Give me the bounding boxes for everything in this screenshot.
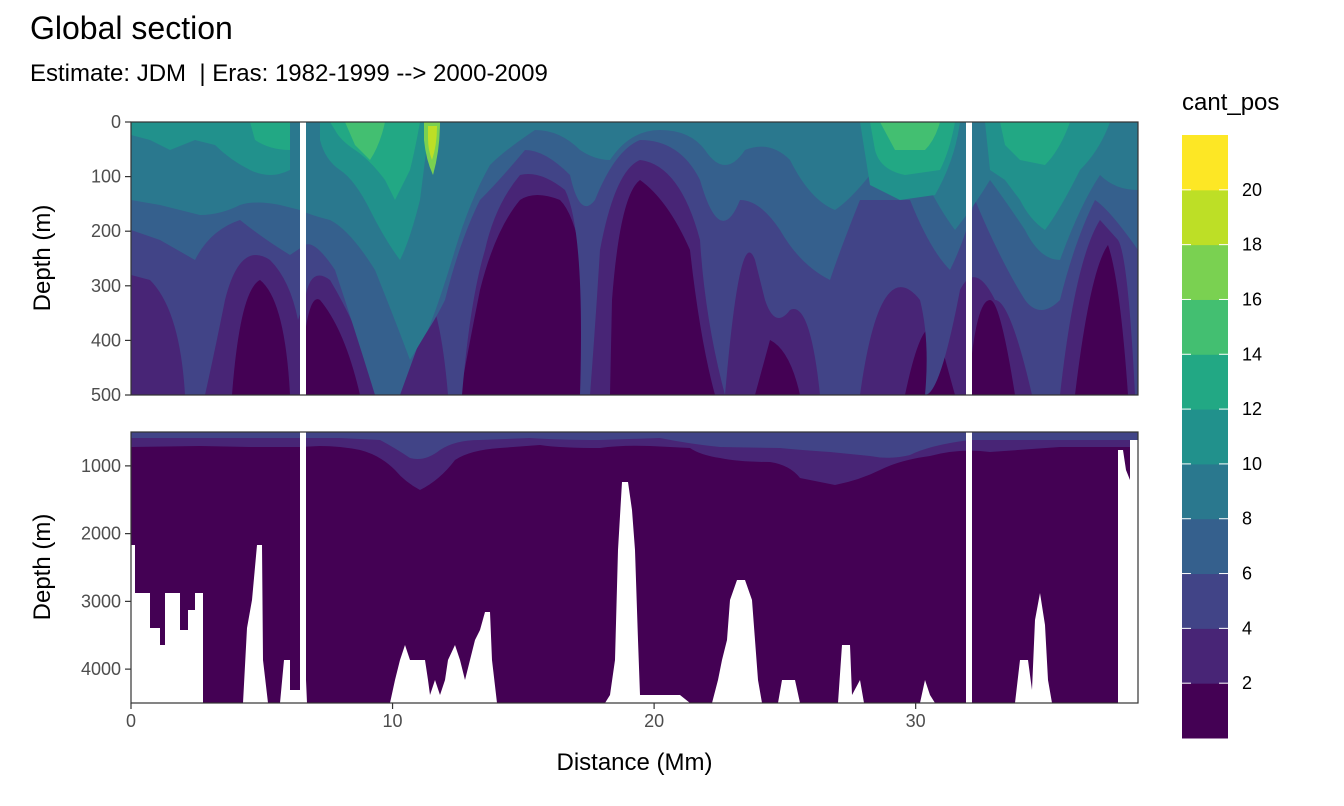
x-tick-label: 0 [126, 711, 136, 731]
legend-label: 10 [1242, 454, 1262, 474]
legend-labels: 2 4 6 8 10 12 14 16 18 20 [1182, 180, 1262, 693]
upper-missing-column-2 [966, 122, 972, 395]
y-tick-label: 3000 [81, 591, 121, 611]
y-tick-label: 4000 [81, 659, 121, 679]
lower-upper-band-4 [131, 432, 1138, 459]
chart-subtitle: Estimate: JDM | Eras: 1982-1999 --> 2000… [30, 60, 548, 87]
y-tick-label: 500 [91, 385, 121, 405]
legend-swatch [1182, 354, 1228, 410]
legend-swatch [1182, 573, 1228, 629]
legend-swatch [1182, 409, 1228, 465]
y-tick-label: 2000 [81, 524, 121, 544]
lower-bottom-whitespace [131, 440, 1138, 703]
legend: cant_pos 2 4 6 8 10 12 14 16 18 20 [1182, 89, 1279, 739]
legend-swatch [1182, 244, 1228, 300]
y-tick-label: 400 [91, 330, 121, 350]
legend-swatch [1182, 299, 1228, 355]
panel-lower-border [130, 431, 1139, 704]
y-tick-label: 0 [111, 112, 121, 132]
panel-lower-y-ticks: 1000 2000 3000 4000 [81, 456, 131, 679]
legend-swatch [1182, 518, 1228, 575]
panel-lower-field [131, 432, 1138, 703]
legend-title: cant_pos [1182, 89, 1279, 116]
legend-swatch [1182, 628, 1228, 684]
legend-label: 6 [1242, 564, 1252, 584]
legend-swatch [1182, 135, 1228, 191]
legend-label: 4 [1242, 618, 1252, 638]
x-axis-label: Distance (Mm) [556, 749, 712, 776]
x-tick-label: 30 [906, 711, 926, 731]
panel-upper-y-ticks: 0 100 200 300 400 500 [91, 112, 131, 405]
legend-label: 20 [1242, 180, 1262, 200]
legend-swatch [1182, 189, 1228, 246]
lower-missing-column-2 [966, 432, 972, 703]
upper-contour-12 [250, 122, 1070, 200]
chart-title: Global section [30, 10, 233, 46]
panel-lower: 1000 2000 3000 4000 [81, 431, 1139, 704]
panel-upper-field [131, 122, 1138, 395]
y-tick-label: 300 [91, 276, 121, 296]
legend-label: 14 [1242, 344, 1262, 364]
x-axis-ticks: 0 10 20 30 [126, 703, 926, 731]
legend-swatch [1182, 683, 1228, 739]
y-tick-label: 100 [91, 167, 121, 187]
legend-label: 2 [1242, 673, 1252, 693]
x-tick-label: 10 [383, 711, 403, 731]
y-axis-label-lower: Depth (m) [29, 514, 56, 621]
y-tick-label: 1000 [81, 456, 121, 476]
legend-label: 16 [1242, 289, 1262, 309]
y-axis-label-upper: Depth (m) [29, 205, 56, 312]
lower-missing-column-1 [300, 432, 306, 703]
upper-missing-column-1 [300, 122, 306, 395]
legend-label: 8 [1242, 509, 1252, 529]
legend-colorbar [1182, 135, 1228, 739]
panel-upper: 0 100 200 300 400 500 [91, 112, 1139, 405]
upper-contour-18 [428, 126, 437, 160]
y-tick-label: 200 [91, 221, 121, 241]
panel-upper-border [130, 121, 1139, 396]
legend-label: 18 [1242, 235, 1262, 255]
legend-swatch [1182, 463, 1228, 520]
x-tick-label: 20 [644, 711, 664, 731]
legend-label: 12 [1242, 399, 1262, 419]
